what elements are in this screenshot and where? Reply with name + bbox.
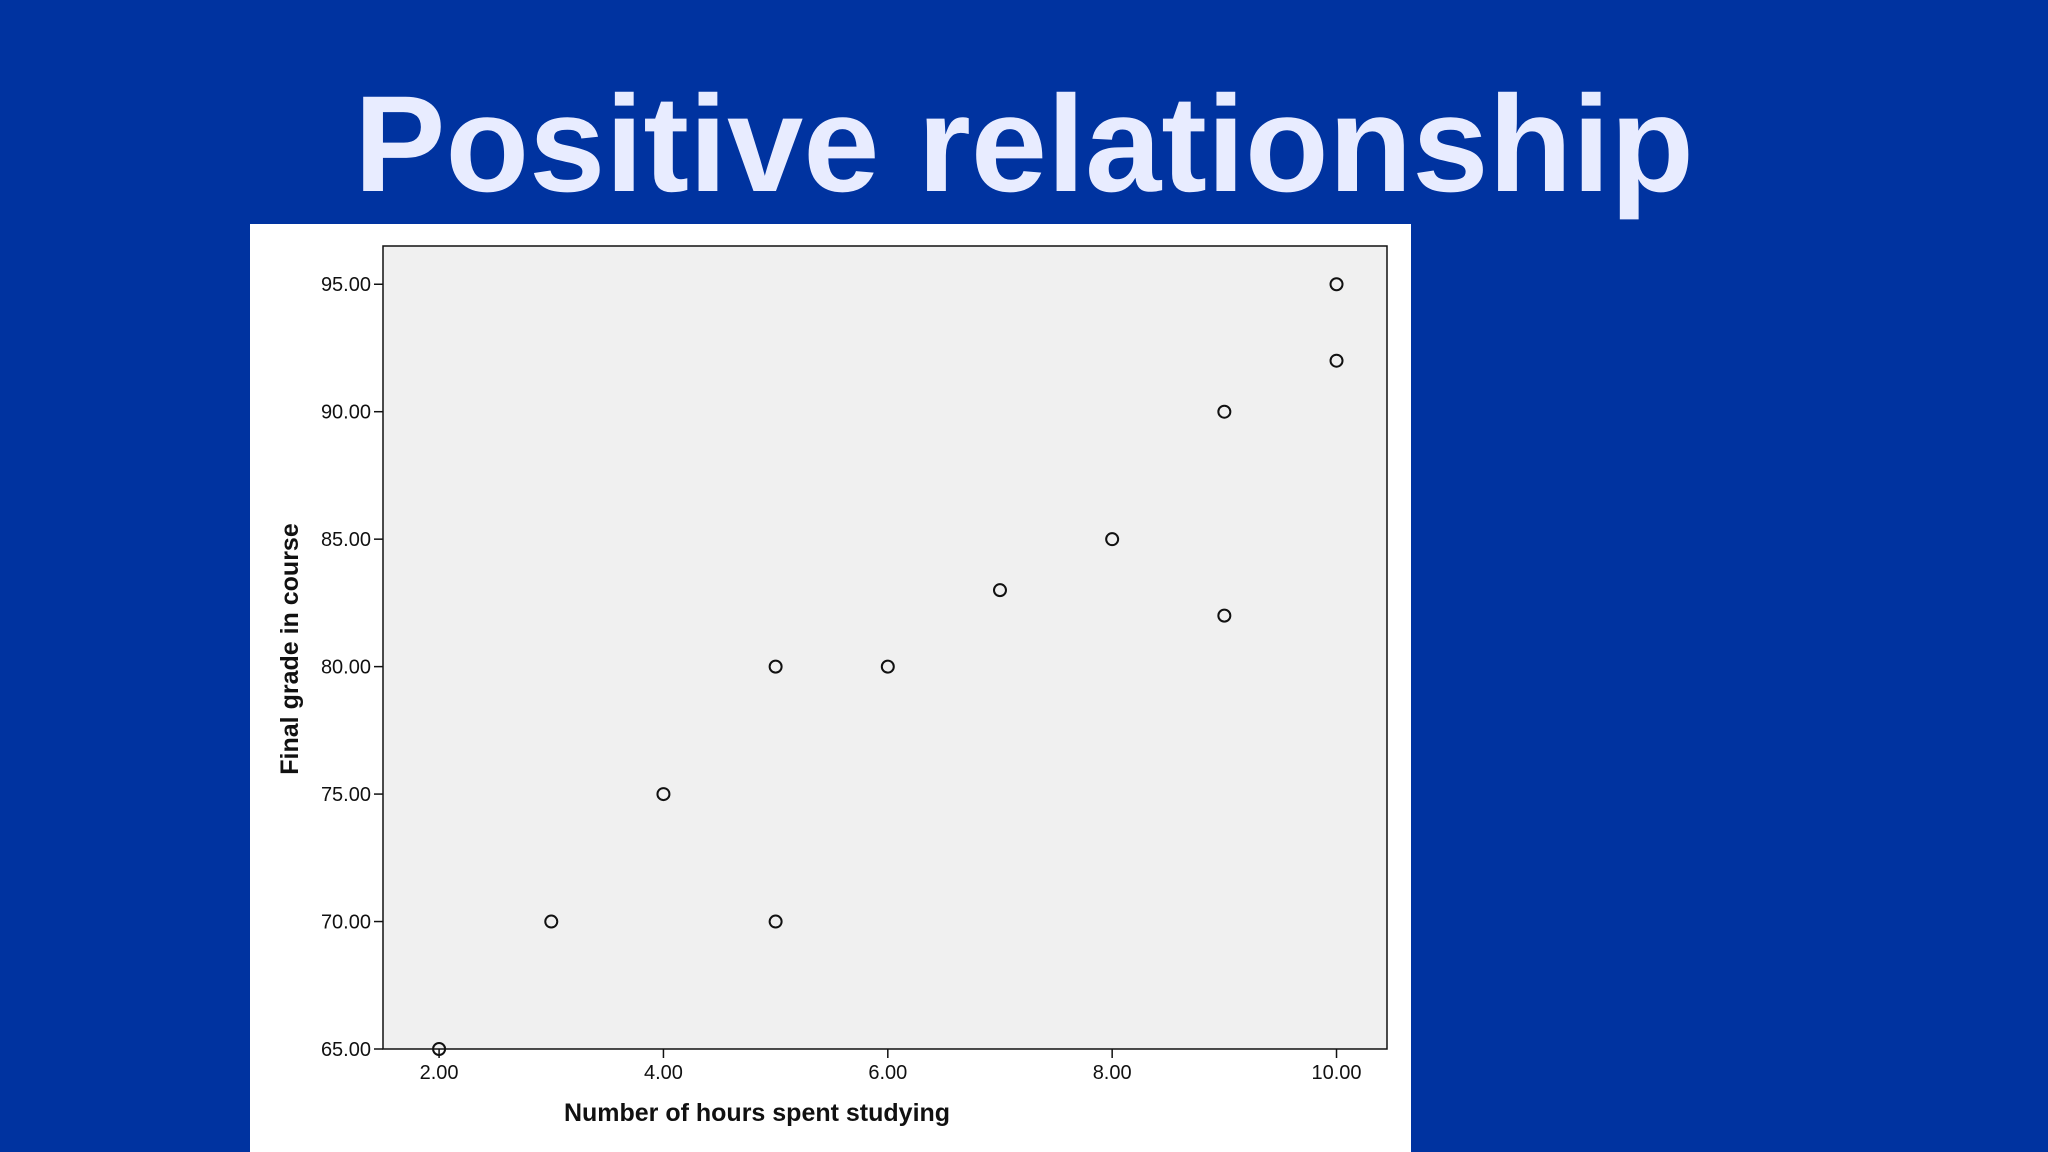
y-tick-label: 80.00 <box>321 657 371 679</box>
plot-area <box>382 245 1388 1050</box>
data-point <box>544 914 559 929</box>
x-axis-ticks: 2.00 4.00 6.00 8.00 10.00 <box>420 1049 1362 1084</box>
y-axis-title: Final grade in course <box>276 523 304 775</box>
y-tick-label: 90.00 <box>321 402 371 424</box>
data-points <box>432 277 1344 1056</box>
data-point <box>768 914 783 929</box>
y-tick-label: 70.00 <box>321 912 371 934</box>
data-point <box>1217 404 1232 419</box>
x-tick-label: 2.00 <box>420 1062 459 1084</box>
y-tick-label: 95.00 <box>321 274 371 296</box>
data-point <box>1217 608 1232 623</box>
data-point <box>992 583 1007 598</box>
data-point <box>880 659 895 674</box>
y-tick-label: 75.00 <box>321 784 371 806</box>
y-tick-label: 65.00 <box>321 1039 371 1061</box>
x-tick-label: 6.00 <box>868 1062 907 1084</box>
chart-card: 65.00 70.00 75.00 80.00 85.00 90.00 95.00 2.00… <box>250 224 1411 1152</box>
x-tick-label: 10.00 <box>1311 1062 1361 1084</box>
scatter-chart: 65.00 70.00 75.00 80.00 85.00 90.00 95.00 2.00… <box>276 245 1388 1127</box>
data-point <box>1329 277 1344 292</box>
x-tick-label: 4.00 <box>644 1062 683 1084</box>
data-point <box>768 659 783 674</box>
y-tick-label: 85.00 <box>321 529 371 551</box>
y-axis-ticks: 65.00 70.00 75.00 80.00 85.00 90.00 95.00 <box>321 274 383 1061</box>
data-point <box>432 1042 447 1056</box>
data-point <box>1329 353 1344 368</box>
x-axis-title: Number of hours spent studying <box>564 1099 950 1127</box>
data-point <box>1105 532 1120 547</box>
data-point <box>656 787 671 802</box>
x-tick-label: 8.00 <box>1093 1062 1132 1084</box>
slide-title: Positive relationship <box>354 68 1694 221</box>
